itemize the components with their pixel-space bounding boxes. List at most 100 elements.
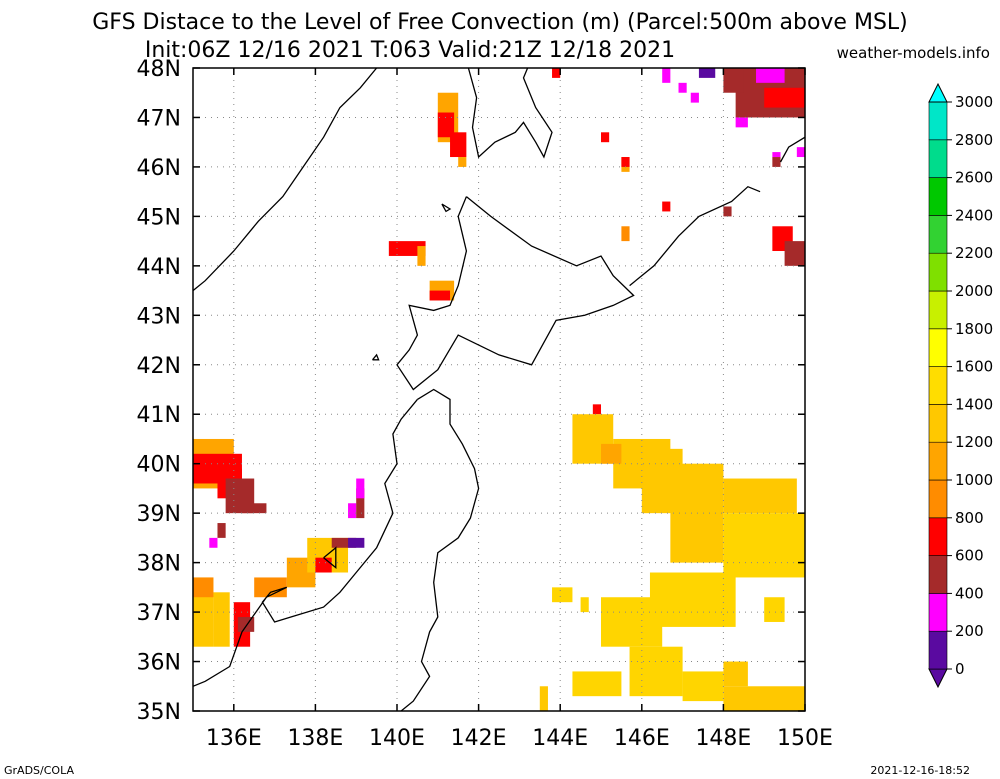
colorbar-segment [928,479,948,519]
field-patch-18 [348,503,357,519]
field-patch-41 [629,646,683,697]
lat-tick-label: 48N [137,57,181,82]
field-patch-27 [450,132,467,158]
field-patch-42 [572,671,622,697]
field-patch-52 [735,117,748,128]
field-patch-50 [723,68,744,93]
field-patch-21 [388,241,426,256]
field-patch-55 [662,68,671,83]
colorbar-label: 2600 [955,169,993,187]
field-patch-37 [649,572,736,627]
lon-tick-label: 144E [532,726,588,751]
colorbar-label: 2400 [955,206,993,224]
coastline-4 [400,388,480,711]
colorbar-segment [928,441,948,481]
field-patch-8 [213,592,230,647]
lat-tick-label: 46N [137,156,181,181]
field-patch-19 [356,488,365,519]
colorbar-segment [928,593,948,632]
coastline-0 [193,68,378,292]
field-patch-15 [315,557,332,573]
field-patch-11 [237,617,255,632]
lon-tick-label: 142E [451,726,507,751]
colorbar-label: 1400 [955,395,993,413]
field-patch-59 [772,152,781,158]
colorbar-segment [928,366,948,405]
field-patch-20 [356,478,365,499]
lat-tick-label: 37N [137,601,181,626]
field-patch-53 [690,92,699,103]
lon-tick-label: 136E [206,726,262,751]
lat-tick-label: 41N [137,403,181,428]
footer-right-text: 2021-12-16-18:52 [870,764,970,777]
field-patch-28 [458,157,467,167]
field-patch-44 [723,686,805,711]
field-patch-40 [580,597,589,613]
field-patch-38 [601,597,663,647]
field-patch-67 [601,132,610,143]
colorbar-segment [928,252,948,292]
field-patch-17 [348,537,365,548]
title-line-2: Init:06Z 12/16 2021 T:063 Valid:21Z 12/1… [144,38,676,63]
colorbar-segment [928,630,948,670]
colorbar-segment [928,177,948,216]
colorbar: 0 200 400 600 800 1000 1200 1400 1600 1800 2000 220… [928,82,993,689]
field-patch-4 [241,503,267,514]
field-patch-56 [678,82,687,93]
lon-tick-label: 148E [695,726,751,751]
field-patch-45 [723,661,748,687]
field-patch-26 [437,112,455,138]
field-patch-61 [784,241,805,266]
colorbar-label: 1800 [955,320,993,338]
field-patch-29 [592,404,601,415]
lon-tick-label: 140E [369,726,425,751]
colorbar-label: 400 [955,584,984,602]
credit-text: weather-models.info [836,44,990,62]
colorbar-segment [928,404,948,443]
coastline-6 [323,546,337,569]
coastlines [193,68,805,711]
colorbar-segment [928,555,948,594]
lat-tick-label: 39N [137,502,181,527]
colorbar-label: 1600 [955,358,993,376]
field-patch-6 [217,523,226,538]
field-patch-62 [723,206,732,217]
colorbar-label: 1200 [955,433,993,451]
lon-tick-label: 146E [614,726,670,751]
colorbar-label: 2000 [955,282,993,300]
title-line-1: GFS Distace to the Level of Free Convect… [92,10,908,35]
colorbar-label: 2800 [955,131,993,149]
field-patch-58 [772,157,781,167]
field-patch-63 [662,201,671,212]
lon-tick-label: 138E [287,726,343,751]
lat-tick-label: 42N [137,354,181,379]
map-grid [193,68,805,711]
field-patch-49 [764,87,805,108]
colorbar-label: 200 [955,622,984,640]
field-patch-68 [552,68,561,78]
lat-tick-label: 36N [137,651,181,676]
colorbar-label: 600 [955,547,984,565]
field-patch-64 [621,226,630,242]
colorbar-label: 1000 [955,471,993,489]
colorbar-segment [928,215,948,254]
lat-tick-label: 47N [137,106,181,131]
colorbar-max-arrow [928,82,948,103]
field-patch-46 [539,686,548,711]
map-frame [192,67,806,712]
colorbar-label: 0 [955,660,965,678]
field-patch-51 [756,68,785,83]
lat-tick-label: 38N [137,552,181,577]
coastline-5 [193,398,418,687]
field-patch-43 [682,671,724,702]
lat-tick-label: 35N [137,700,181,725]
coastline-2 [396,196,635,391]
lat-tick-label: 40N [137,453,181,478]
coastline-9 [372,353,380,361]
field-patch-9 [193,577,214,598]
field-patch-36 [723,478,797,514]
field-patch-57 [796,147,805,158]
colorbar-label: 2200 [955,244,993,262]
field-patch-24 [429,290,451,301]
